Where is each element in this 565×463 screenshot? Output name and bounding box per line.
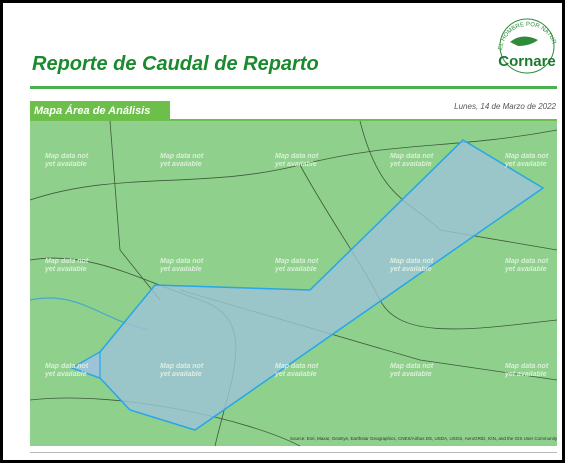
section-rule [30, 119, 557, 121]
page: Reporte de Caudal de Reparto EL HOMBRE P… [0, 0, 565, 463]
map-placeholder: yet available [44, 371, 87, 378]
map-placeholder: Map data not [275, 363, 319, 370]
map-placeholder: yet available [274, 371, 317, 378]
map-placeholder: yet available [504, 266, 547, 273]
map-placeholder: yet available [274, 266, 317, 273]
map-placeholder: yet available [44, 161, 87, 168]
logo-text: Cornare [498, 53, 556, 70]
map-placeholder: Map data not [390, 363, 434, 370]
map-placeholder: Map data not [45, 153, 89, 160]
header-rule [30, 86, 557, 89]
map-placeholder: Map data not [45, 258, 89, 265]
map-placeholder: Map data not [390, 258, 434, 265]
map-placeholder: Map data not [505, 153, 549, 160]
map-placeholder: Map data not [45, 363, 89, 370]
map-placeholder: yet available [159, 161, 202, 168]
map-placeholder: yet available [389, 371, 432, 378]
map-placeholder: yet available [159, 266, 202, 273]
map-placeholder: Map data not [505, 363, 549, 370]
map-placeholder: yet available [504, 371, 547, 378]
map-placeholder: Map data not [160, 363, 204, 370]
report-date: Lunes, 14 de Marzo de 2022 [454, 102, 556, 111]
map-placeholder: Map data not [160, 258, 204, 265]
map-placeholder: yet available [274, 161, 317, 168]
map-placeholder: yet available [389, 161, 432, 168]
map-placeholder: yet available [504, 161, 547, 168]
map-placeholder: Map data not [505, 258, 549, 265]
map-attribution: Source: Esri, Maxar, GeoEye, Earthstar G… [290, 436, 558, 441]
map-placeholder: yet available [159, 371, 202, 378]
map-placeholder: Map data not [160, 153, 204, 160]
report-title: Reporte de Caudal de Reparto [32, 53, 319, 75]
map-placeholder: yet available [44, 266, 87, 273]
footer-rule [30, 452, 557, 453]
map-placeholder: Map data not [275, 258, 319, 265]
map-placeholder: Map data not [275, 153, 319, 160]
section-title: Mapa Área de Análisis [34, 104, 150, 117]
report: Reporte de Caudal de Reparto EL HOMBRE P… [0, 0, 565, 463]
map-placeholder: Map data not [390, 153, 434, 160]
map-placeholder: yet available [389, 266, 432, 273]
